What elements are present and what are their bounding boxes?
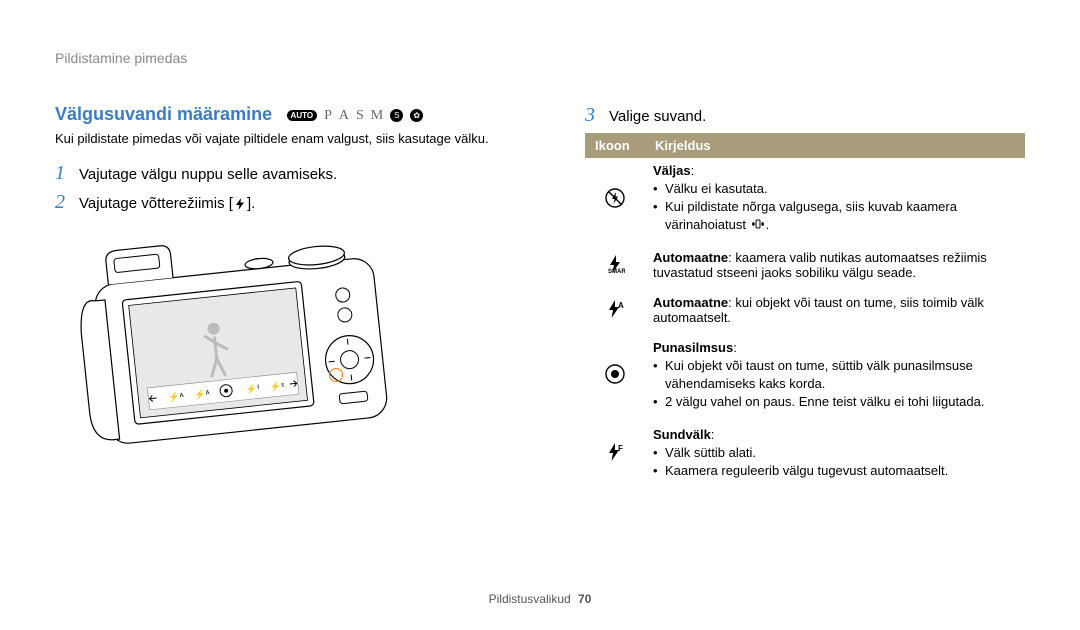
flash-fill-icon: F xyxy=(585,422,645,490)
intro-text: Kui pildistate pimedas või vajate piltid… xyxy=(55,131,525,146)
step-2-pre: Vajutage võtterežiimis [ xyxy=(79,195,233,212)
row5-title: Sundvälk xyxy=(653,427,711,442)
options-table: Ikoon Kirjeldus Väljas: Välku ei kasutat… xyxy=(585,133,1025,490)
mode-a-icon: A xyxy=(339,108,349,124)
table-row: Punasilmsus: Kui objekt või taust on tum… xyxy=(585,335,1025,422)
step-1-text: Vajutage välgu nuppu selle avamiseks. xyxy=(79,166,337,183)
right-column: 3 Valige suvand. Ikoon Kirjeldus xyxy=(585,104,1025,490)
mode-m-icon: M xyxy=(371,108,383,124)
flash-smart-icon: SMART xyxy=(585,245,645,290)
section-title: Välgusuvandi määramine xyxy=(55,104,272,124)
table-row: F Sundvälk: Välk süttib alati. Kaamera r… xyxy=(585,422,1025,490)
svg-text:A: A xyxy=(618,301,624,310)
row5-b1: Välk süttib alati. xyxy=(653,444,1017,462)
step-3: 3 Valige suvand. xyxy=(585,104,1025,127)
breadcrumb: Pildistamine pimedas xyxy=(55,50,1025,66)
mode-scene-icon: S xyxy=(390,109,403,122)
step-2-number: 2 xyxy=(55,191,71,214)
row3-text: Automaatne: kui objekt või taust on tume… xyxy=(645,290,1025,335)
row1-b2: Kui pildistate nõrga valgusega, siis kuv… xyxy=(653,198,1017,235)
mode-s-icon: S xyxy=(356,108,364,124)
step-2-text: Vajutage võtterežiimis []. xyxy=(79,195,255,212)
shake-warning-icon xyxy=(750,217,766,235)
mode-auto-icon: AUTO xyxy=(287,110,318,121)
row1-b1: Välku ei kasutata. xyxy=(653,180,1017,198)
table-row: A Automaatne: kui objekt või taust on tu… xyxy=(585,290,1025,335)
flash-off-icon xyxy=(585,158,645,245)
page-number: 70 xyxy=(578,592,591,606)
row1-title: Väljas xyxy=(653,163,691,178)
flash-icon xyxy=(233,197,247,211)
flash-redeye-icon xyxy=(585,335,645,422)
footer-label: Pildistusvalikud xyxy=(489,592,571,606)
row2-text: Automaatne: kaamera valib nutikas automa… xyxy=(645,245,1025,290)
step-3-number: 3 xyxy=(585,104,601,127)
mode-icons: AUTO P A S M S ✿ xyxy=(287,108,424,124)
row4-b1: Kui objekt või taust on tume, süttib väl… xyxy=(653,357,1017,393)
step-3-text: Valige suvand. xyxy=(609,108,706,125)
section-heading: Välgusuvandi määramine AUTO P A S M S ✿ xyxy=(55,104,525,125)
th-desc: Kirjeldus xyxy=(645,133,1025,158)
row4-title: Punasilmsus xyxy=(653,340,733,355)
table-row: Väljas: Välku ei kasutata. Kui pildistat… xyxy=(585,158,1025,245)
page-footer: Pildistusvalikud 70 xyxy=(0,592,1080,606)
flash-auto-icon: A xyxy=(585,290,645,335)
svg-text:SMART: SMART xyxy=(608,269,625,274)
step-1: 1 Vajutage välgu nuppu selle avamiseks. xyxy=(55,162,525,185)
mode-magic-icon: ✿ xyxy=(410,109,423,122)
row4-b2: 2 välgu vahel on paus. Enne teist välku … xyxy=(653,393,1017,411)
mode-p-icon: P xyxy=(324,108,332,124)
camera-illustration: ⚡ᴬ ⚡ᴬ ⚡ᶠ ⚡ˢ xyxy=(55,226,425,456)
left-column: Välgusuvandi määramine AUTO P A S M S ✿ … xyxy=(55,104,525,490)
th-icon: Ikoon xyxy=(585,133,645,158)
row5-b2: Kaamera reguleerib välgu tugevust automa… xyxy=(653,462,1017,480)
step-1-number: 1 xyxy=(55,162,71,185)
table-row: SMART Automaatne: kaamera valib nutikas … xyxy=(585,245,1025,290)
svg-text:F: F xyxy=(618,444,623,453)
callout-circle xyxy=(329,368,343,382)
step-2-post: ]. xyxy=(247,195,255,212)
step-2: 2 Vajutage võtterežiimis []. xyxy=(55,191,525,214)
